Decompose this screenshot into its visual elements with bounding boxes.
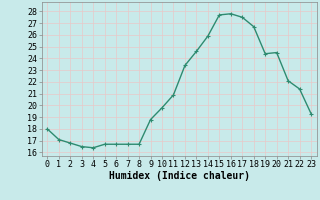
X-axis label: Humidex (Indice chaleur): Humidex (Indice chaleur) [109,171,250,181]
